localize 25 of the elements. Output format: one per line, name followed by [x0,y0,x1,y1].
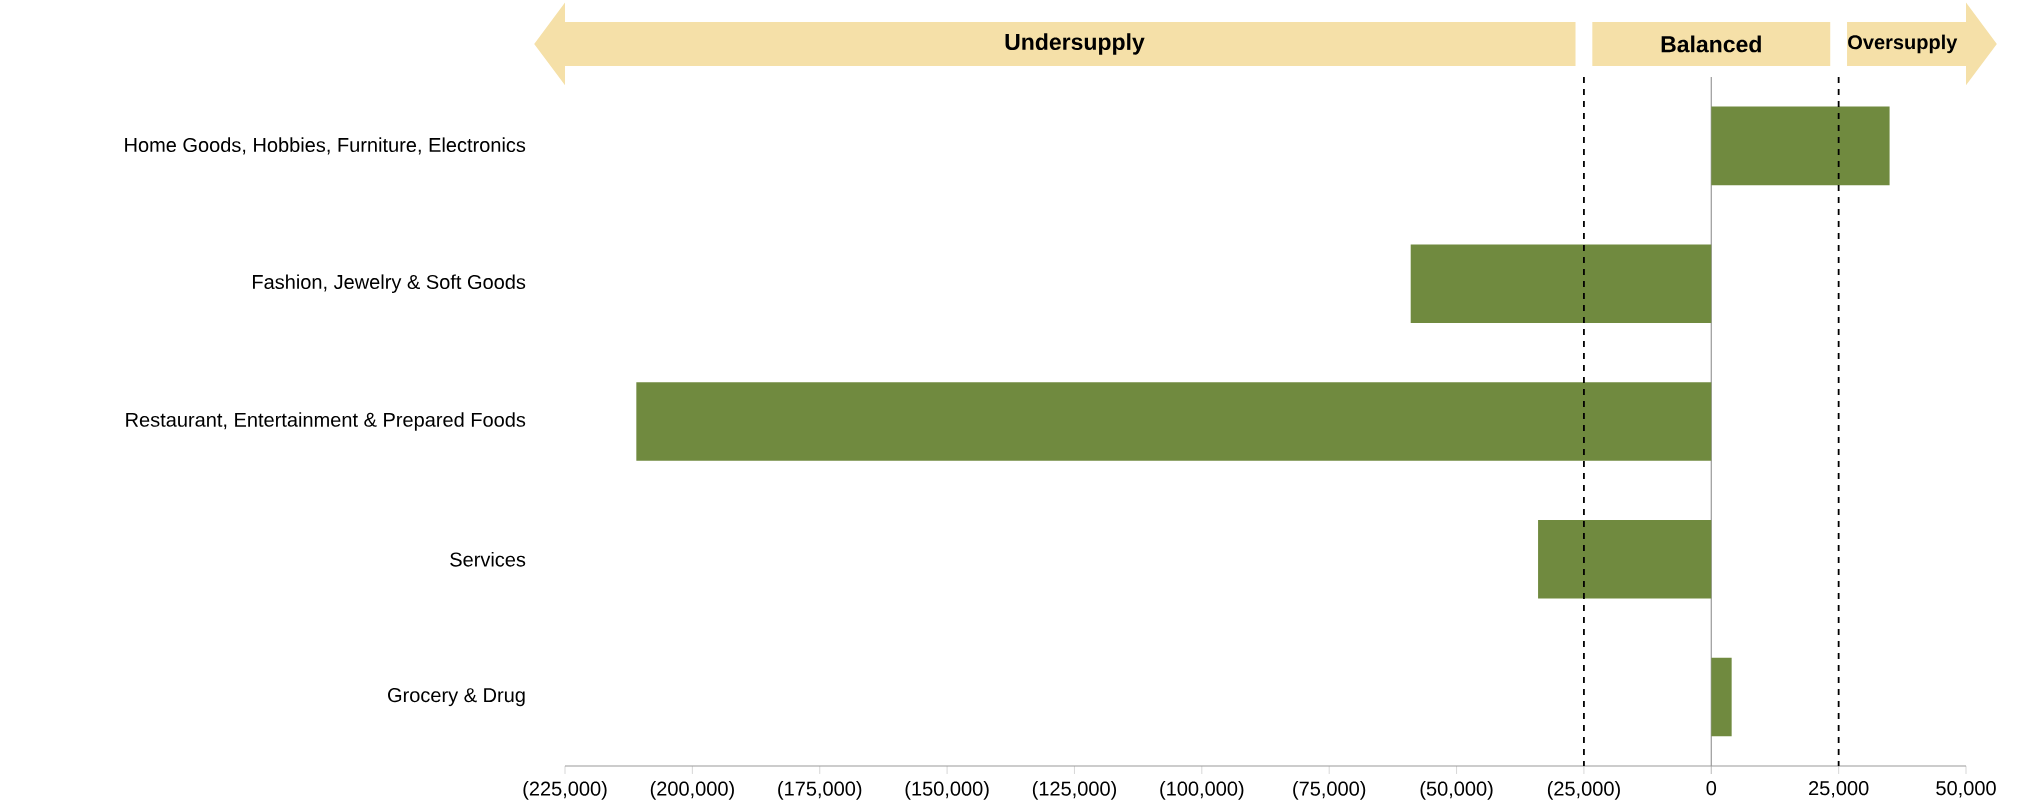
bar [1410,244,1712,323]
x-tick-label: (225,000) [523,781,607,800]
y-tick-label: Grocery & Drug [388,688,525,707]
bar [1538,520,1712,599]
x-tick-label: (200,000) [650,781,734,800]
text: Undersupply [1005,33,1145,55]
x-tick-label: (150,000) [905,781,989,800]
text: Oversupply [1848,34,1958,54]
y-tick-label: Services [450,551,526,567]
x-tick-label: 0 [1706,781,1717,796]
bar [1711,657,1732,737]
x-tick-label: (25,000) [1547,781,1620,800]
x-tick-label: (175,000) [778,781,862,800]
text: Balanced [1661,35,1761,53]
bar [1711,106,1890,186]
x-tick-label: (125,000) [1032,781,1117,800]
x-tick-label: (50,000) [1420,781,1493,800]
x-tick-label: (100,000) [1160,781,1244,800]
x-tick-label: 25,000 [1809,781,1869,798]
bar [636,382,1712,461]
y-tick-label: Fashion, Jewelry & Soft Goods [253,274,526,294]
x-tick-label: (75,000) [1293,781,1366,800]
y-tick-label: Home Goods, Hobbies, Furniture, Electronics [125,137,526,155]
x-tick-label: 50,000 [1936,781,1996,798]
y-tick-label: Restaurant, Entertainment & Prepared Foods [126,412,526,431]
